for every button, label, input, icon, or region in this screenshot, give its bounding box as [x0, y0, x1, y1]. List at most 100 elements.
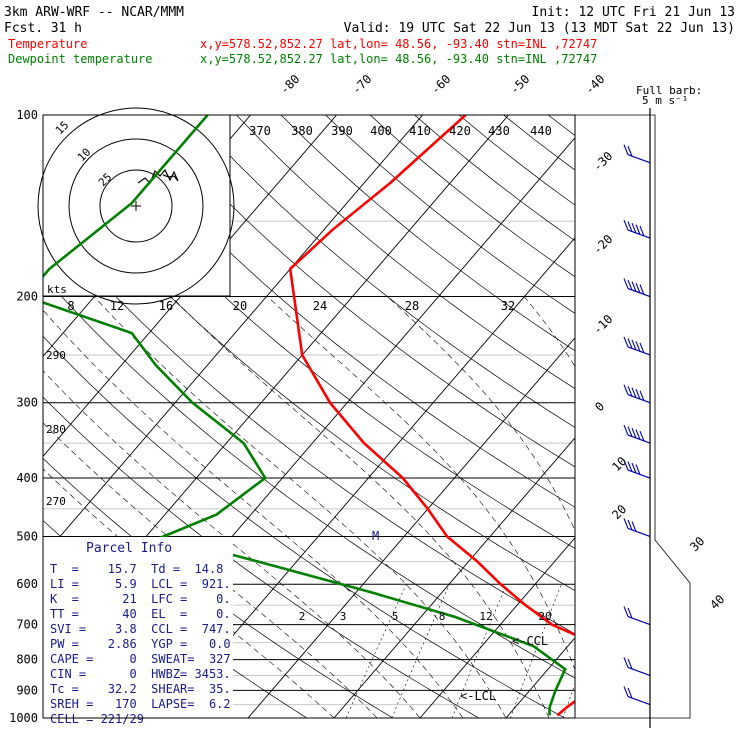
mixing-ratio-line: [633, 584, 677, 718]
pressure-label-800: 800: [16, 653, 38, 667]
pressure-label-900: 900: [16, 683, 38, 697]
plot-frame: [42, 114, 576, 719]
dry-adiabat: [43, 154, 575, 592]
isotherm-label: -40: [582, 72, 607, 97]
barb-flag: [627, 658, 633, 670]
isotherm-label: 0: [592, 399, 607, 414]
barb-panel-frame: [575, 114, 691, 719]
wind-barb: [623, 424, 651, 444]
isotherm: [247, 337, 575, 718]
isotherm: [333, 437, 575, 718]
wind-barb: [623, 518, 651, 538]
isotherm: [161, 237, 575, 718]
wind-barb: [623, 606, 651, 626]
barb-flag: [631, 339, 637, 351]
mixing-ratio-label: 2: [299, 610, 306, 623]
isotherm: [505, 637, 575, 718]
theta-label: 370: [249, 124, 271, 138]
mixing-ratio-label: 5: [392, 610, 399, 623]
barb-flag: [631, 222, 637, 234]
wind-barb: [623, 384, 651, 404]
mixing-ratio-label: 8: [439, 610, 446, 623]
temperature-legend: Temperature: [8, 37, 87, 51]
barb-flag: [623, 384, 629, 395]
parcel-row-2: K = 21 LFC = 0.: [50, 592, 231, 606]
dry-adiabat: [43, 275, 575, 679]
barb-flag: [631, 427, 637, 439]
barb-legend-line2: 5 m s⁻¹: [642, 94, 688, 107]
temperature-profile: [288, 115, 575, 717]
barb-flag: [639, 430, 645, 442]
barb-flag: [627, 607, 633, 619]
barb-flag: [631, 281, 637, 292]
parcel-row-3: TT = 40 EL = 0.: [50, 607, 231, 621]
wind-barb: [623, 219, 651, 239]
theta-label: 410: [409, 124, 431, 138]
barb-flag: [627, 461, 633, 472]
lcl-marker: <-LCL: [460, 689, 496, 703]
dewpoint-profile: [43, 115, 567, 716]
moist-adiabat: [93, 296, 507, 718]
init-time: Init: 12 UTC Fri 21 Jun 13: [532, 5, 736, 20]
theta-low-label: 290: [46, 349, 66, 362]
mixing-ratio-line: [391, 584, 450, 718]
wind-barb: [623, 657, 651, 677]
barb-flag: [627, 338, 633, 349]
isotherm: [592, 115, 740, 718]
dry-adiabat: [236, 115, 575, 390]
barb-flag: [635, 282, 641, 294]
forecast-hour: 31 h: [51, 21, 82, 36]
moist-adiabat: [43, 370, 421, 718]
dry-adiabat: [593, 115, 740, 718]
pressure-label-700: 700: [16, 618, 38, 632]
dry-adiabat: [58, 115, 575, 549]
hodograph-scale-label: 20: [233, 299, 247, 313]
barb-flag: [639, 225, 645, 237]
hodograph-ring: [99, 169, 173, 243]
hodograph-ring: [68, 138, 204, 274]
hodograph-scale-label: 28: [405, 299, 419, 313]
moist-adiabat: [267, 296, 575, 671]
barb-flag: [627, 146, 633, 157]
pressure-label-1000: 1000: [9, 711, 38, 725]
barb-flag: [635, 341, 641, 352]
ccl-marker: <-CCL: [512, 634, 548, 648]
moist-adiabat: [650, 297, 721, 719]
mixing-ratio-label: 12: [479, 610, 492, 623]
hodograph-scale-label: 8: [67, 299, 74, 313]
parcel-info-box: Parcel Info T = 15.7 Td = 14.8 LI = 5.9 …: [43, 537, 233, 727]
parcel-row-8: Tc = 32.2 SHEAR= 35.: [50, 682, 231, 696]
barb-flag: [623, 686, 629, 697]
barb-flag: [631, 462, 637, 474]
dry-adiabat: [280, 115, 575, 352]
dry-adiabat: [369, 115, 575, 278]
barb-flag: [627, 519, 633, 531]
hodograph-scale-label: 16: [159, 299, 173, 313]
dry-adiabat: [43, 396, 480, 718]
parcel-row-10: CELL = 221/29: [50, 712, 144, 726]
parcel-row-7: CIN = 0 HWBZ= 3453.: [50, 667, 231, 681]
mixing-ratio-line: [562, 682, 575, 718]
pressure-label-600: 600: [16, 577, 38, 591]
barb-flag: [639, 390, 645, 401]
barb-flag: [623, 459, 629, 471]
isotherm-label: 40: [707, 592, 727, 612]
moist-adiabat: [170, 296, 550, 718]
pressure-label-300: 300: [16, 396, 38, 410]
barb-flag: [631, 387, 637, 398]
isotherm-label: -30: [590, 149, 615, 174]
dry-adiabat: [547, 115, 575, 137]
dry-adiabat: [102, 115, 575, 508]
moist-adiabat: [387, 296, 575, 532]
parcel-row-5: PW = 2.86 YGP = 0.0: [50, 637, 231, 651]
isotherm-label: -10: [590, 312, 615, 337]
pressure-label-200: 200: [16, 290, 38, 304]
wind-barb: [623, 278, 651, 298]
pressure-label-400: 400: [16, 471, 38, 485]
isotherm: [678, 115, 740, 718]
dry-adiabat: [43, 214, 575, 635]
dry-adiabat: [414, 115, 575, 242]
barb-flag: [627, 385, 633, 397]
barb-flag: [627, 687, 633, 699]
